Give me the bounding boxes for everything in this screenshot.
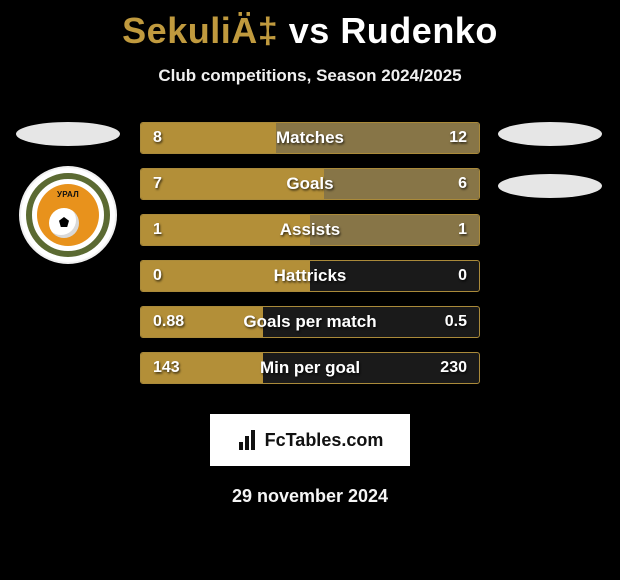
title-player2: Rudenko [340,10,498,51]
stat-row: 0Hattricks0 [140,260,480,292]
page-title: SekuliÄ‡ vs Rudenko [0,0,620,52]
stat-label: Assists [141,215,479,245]
stat-value-right: 6 [458,169,467,199]
player1-photo-placeholder [16,122,120,146]
stat-label: Matches [141,123,479,153]
date-text: 29 november 2024 [0,486,620,507]
player2-photo-placeholder-2 [498,174,602,198]
stat-label: Min per goal [141,353,479,383]
stat-row: 8Matches12 [140,122,480,154]
page-root: SekuliÄ‡ vs Rudenko Club competitions, S… [0,0,620,580]
stat-row: 7Goals6 [140,168,480,200]
stat-value-right: 230 [440,353,467,383]
comparison-area: УРАЛ 8Matches12 7Goals6 1Assists1 0Hattrick… [0,122,620,402]
stat-row: 143Min per goal230 [140,352,480,384]
badge-text: УРАЛ [21,190,115,199]
stat-value-right: 1 [458,215,467,245]
stat-value-right: 12 [449,123,467,153]
club-badge: УРАЛ [21,168,115,262]
stat-label: Goals per match [141,307,479,337]
branding-banner: FcTables.com [210,414,410,466]
stat-label: Goals [141,169,479,199]
stat-value-right: 0.5 [445,307,467,337]
stat-row: 1Assists1 [140,214,480,246]
subtitle: Club competitions, Season 2024/2025 [0,66,620,86]
left-column: УРАЛ [8,122,128,262]
title-vs: vs [289,10,330,51]
stat-value-right: 0 [458,261,467,291]
player2-photo-placeholder-1 [498,122,602,146]
right-column [490,122,610,212]
stat-label: Hattricks [141,261,479,291]
stat-bars: 8Matches12 7Goals6 1Assists1 0Hattricks0 0.8… [140,122,480,398]
title-player1: SekuliÄ‡ [122,10,278,51]
branding-text: FcTables.com [265,430,384,451]
fctables-logo-icon [237,430,257,450]
stat-row: 0.88Goals per match0.5 [140,306,480,338]
